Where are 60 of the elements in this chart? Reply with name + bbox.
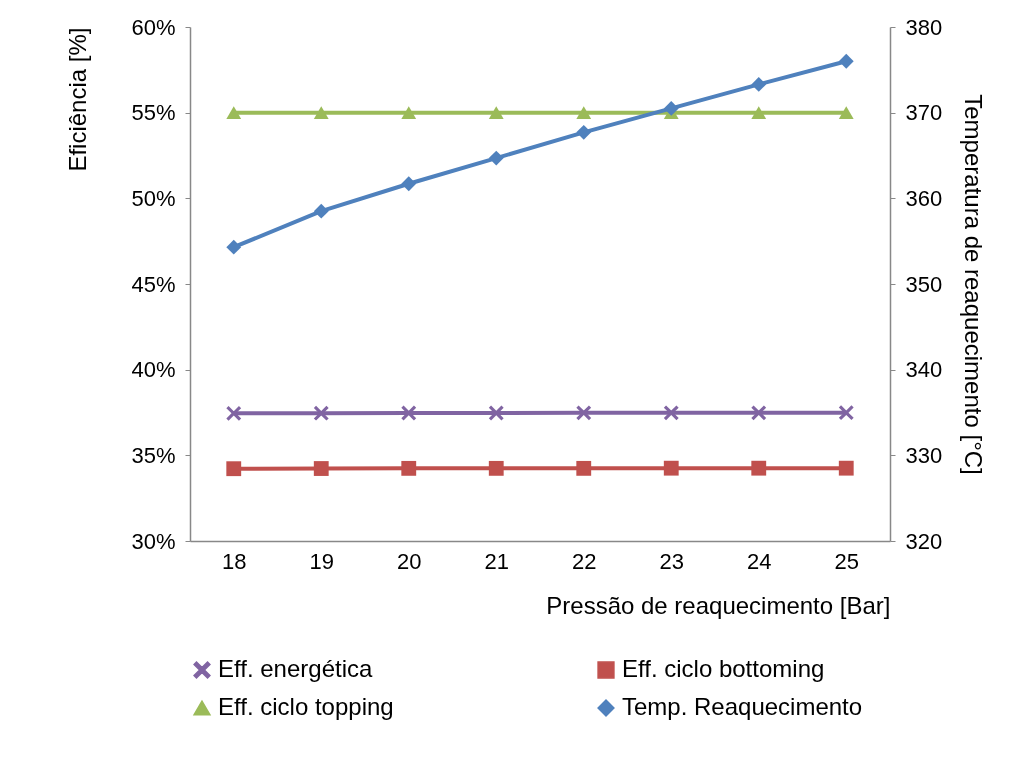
legend-label: Eff. ciclo topping: [218, 693, 394, 720]
point: [751, 76, 767, 92]
point: [313, 461, 329, 476]
point: [576, 460, 592, 476]
point: [401, 176, 417, 192]
point: [226, 405, 242, 421]
y2-tick-label: 380: [905, 14, 943, 40]
point: [663, 460, 679, 476]
x-tick-label: 22: [572, 548, 597, 574]
y-tick-label: 30%: [131, 528, 176, 554]
point: [488, 460, 504, 476]
point: [401, 405, 417, 421]
y-axis-title: Eficiência [%]: [64, 27, 92, 172]
point: [751, 460, 767, 476]
legend-label: Temp. Reaquecimento: [622, 693, 863, 720]
point: [838, 405, 854, 421]
y-tick-label: 55%: [131, 100, 176, 126]
x-tick-label: 21: [484, 548, 509, 574]
y2-tick-label: 320: [905, 528, 943, 554]
y-tick-label: 40%: [131, 357, 176, 383]
point: [488, 405, 504, 421]
y2-tick-label: 330: [905, 442, 943, 468]
x-tick-label: 20: [397, 548, 422, 574]
point: [226, 106, 242, 120]
legend-label: Eff. energética: [218, 655, 373, 682]
y2-axis-title: Temperatura de reaquecimento [°C]: [960, 94, 988, 475]
point: [663, 100, 679, 116]
y-tick-label: 50%: [131, 185, 176, 211]
point: [838, 53, 854, 69]
point: [488, 150, 504, 166]
y2-tick-label: 360: [905, 185, 943, 211]
x-tick-label: 23: [659, 548, 684, 574]
point: [838, 460, 854, 476]
point: [401, 106, 417, 120]
point: [313, 106, 329, 120]
point: [226, 239, 242, 255]
legend-label: Eff. ciclo bottoming: [622, 655, 825, 682]
point: [838, 106, 854, 120]
point: [488, 106, 504, 120]
x-tick-label: 19: [309, 548, 334, 574]
y-tick-label: 60%: [131, 14, 176, 40]
point: [313, 203, 329, 219]
x-axis-title: Pressão de reaquecimento [Bar]: [546, 591, 891, 619]
x-tick-label: 24: [747, 548, 772, 574]
point: [576, 124, 592, 140]
point: [313, 405, 329, 421]
point: [576, 405, 592, 421]
y-tick-label: 45%: [131, 271, 176, 297]
x-tick-label: 25: [834, 548, 859, 574]
y-tick-label: 35%: [131, 442, 176, 468]
y2-tick-label: 350: [905, 271, 943, 297]
point: [663, 405, 679, 421]
x-tick-label: 18: [222, 548, 247, 574]
point: [226, 461, 242, 477]
y2-tick-label: 370: [905, 100, 943, 126]
point: [401, 460, 417, 476]
point: [751, 405, 767, 421]
point: [576, 106, 592, 120]
y2-tick-label: 340: [905, 357, 943, 383]
point: [751, 106, 767, 120]
